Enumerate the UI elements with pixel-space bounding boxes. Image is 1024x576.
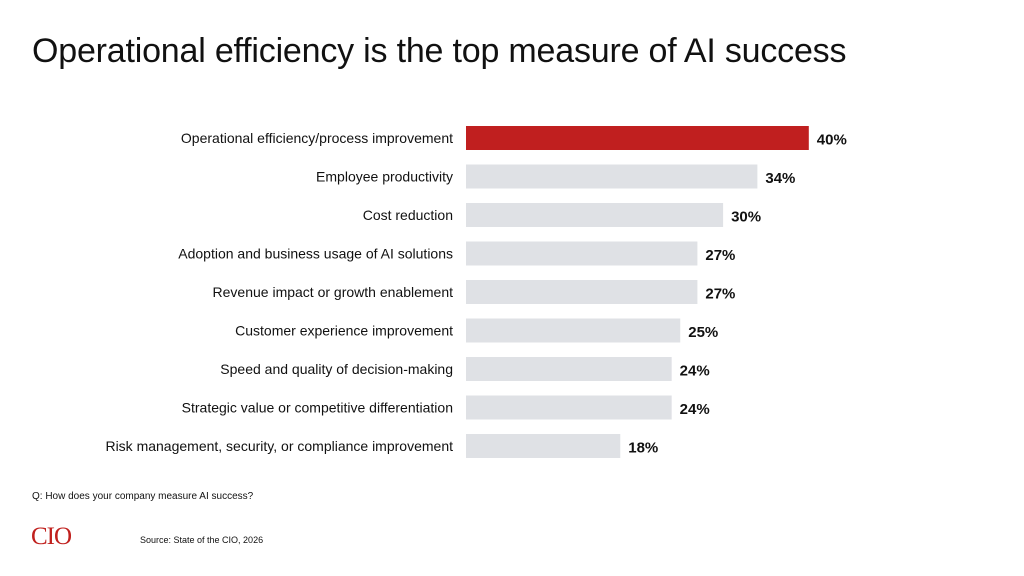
category-label-1: Operational efficiency/process improveme… [181,130,453,146]
bar-8 [466,395,672,420]
bar-1 [466,126,809,150]
survey-question: Q: How does your company measure AI succ… [32,491,254,502]
value-label-2: 34% [765,170,795,187]
category-label-4: Adoption and business usage of AI soluti… [178,246,453,262]
bar-6 [466,318,681,343]
category-label-7: Speed and quality of decision-making [220,361,453,377]
bar-7 [466,357,672,381]
value-label-6: 25% [688,324,718,341]
value-label-7: 24% [680,363,710,380]
source-note: Source: State of the CIO, 2026 [140,535,264,545]
bar-9 [466,434,621,458]
category-label-2: Employee productivity [316,169,453,185]
category-label-9: Risk management, security, or compliance… [105,438,453,454]
page-title: Operational efficiency is the top measur… [32,32,847,70]
value-label-3: 30% [731,209,761,226]
cio-logo: CIO [31,523,72,550]
category-label-5: Revenue impact or growth enablement [213,284,454,300]
bar-4 [466,241,698,266]
category-label-3: Cost reduction [363,207,453,223]
value-label-1: 40% [817,132,847,149]
category-label-8: Strategic value or competitive different… [182,400,453,416]
value-label-5: 27% [705,286,735,303]
bar-5 [466,280,698,304]
value-label-8: 24% [680,401,710,418]
bar-3 [466,203,724,227]
value-label-4: 27% [705,247,735,264]
value-label-9: 18% [628,440,658,457]
category-label-6: Customer experience improvement [235,323,453,339]
bar-2 [466,164,758,189]
